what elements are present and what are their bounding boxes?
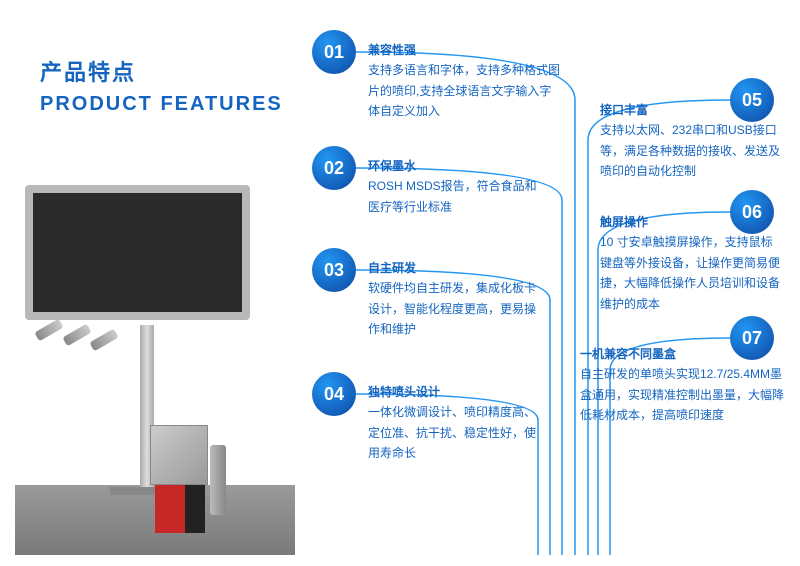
connector-3 <box>89 329 118 352</box>
feature-title: 兼容性强 <box>368 40 563 60</box>
feature-text-02: 环保墨水 ROSH MSDS报告，符合食品和医疗等行业标准 <box>368 156 538 217</box>
feature-text-03: 自主研发 软硬件均自主研发，集成化板卡设计，智能化程度更高，更易操作和维护 <box>368 258 538 340</box>
feature-title: 触屏操作 <box>600 212 780 232</box>
title-english: PRODUCT FEATURES <box>40 93 283 116</box>
feature-desc: 一体化微调设计、喷印精度高、定位准、抗干扰、稳定性好，使用寿命长 <box>368 402 538 463</box>
feature-desc: 软硬件均自主研发，集成化板卡设计，智能化程度更高，更易操作和维护 <box>368 278 538 339</box>
feature-title: 环保墨水 <box>368 156 538 176</box>
feature-desc: 10 寸安卓触摸屏操作，支持鼠标键盘等外接设备，让操作更简易便捷，大幅降低操作人… <box>600 232 780 314</box>
feature-title: 自主研发 <box>368 258 538 278</box>
connector-1 <box>34 319 63 342</box>
side-part <box>210 445 226 515</box>
product-image <box>15 175 295 555</box>
printhead-red <box>155 485 185 533</box>
badge-04: 04 <box>312 372 356 416</box>
feature-text-04: 独特喷头设计 一体化微调设计、喷印精度高、定位准、抗干扰、稳定性好，使用寿命长 <box>368 382 538 464</box>
monitor-screen <box>25 185 250 320</box>
feature-desc: 支持以太网、232串口和USB接口等，满足各种数据的接收、发送及喷印的自动化控制 <box>600 120 780 181</box>
feature-title: 独特喷头设计 <box>368 382 538 402</box>
badge-01: 01 <box>312 30 356 74</box>
feature-title: 一机兼容不同墨盒 <box>580 344 785 364</box>
feature-desc: 自主研发的单喷头实现12.7/25.4MM墨盒通用，实现精准控制出墨量，大幅降低… <box>580 364 785 425</box>
feature-desc: 支持多语言和字体，支持多种格式图片的喷印,支持全球语言文字输入字体自定义加入 <box>368 60 563 121</box>
printhead-black <box>185 485 205 533</box>
feature-title: 接口丰富 <box>600 100 780 120</box>
badge-02: 02 <box>312 146 356 190</box>
title-chinese: 产品特点 <box>40 55 283 87</box>
header: 产品特点 PRODUCT FEATURES <box>40 55 283 116</box>
feature-text-05: 接口丰富 支持以太网、232串口和USB接口等，满足各种数据的接收、发送及喷印的… <box>600 100 780 182</box>
feature-desc: ROSH MSDS报告，符合食品和医疗等行业标准 <box>368 176 538 217</box>
badge-03: 03 <box>312 248 356 292</box>
connector-2 <box>62 324 91 347</box>
feature-text-06: 触屏操作 10 寸安卓触摸屏操作，支持鼠标键盘等外接设备，让操作更简易便捷，大幅… <box>600 212 780 314</box>
feature-text-07: 一机兼容不同墨盒 自主研发的单喷头实现12.7/25.4MM墨盒通用，实现精准控… <box>580 344 785 426</box>
feature-text-01: 兼容性强 支持多语言和字体，支持多种格式图片的喷印,支持全球语言文字输入字体自定… <box>368 40 563 122</box>
printhead-block <box>150 425 208 485</box>
